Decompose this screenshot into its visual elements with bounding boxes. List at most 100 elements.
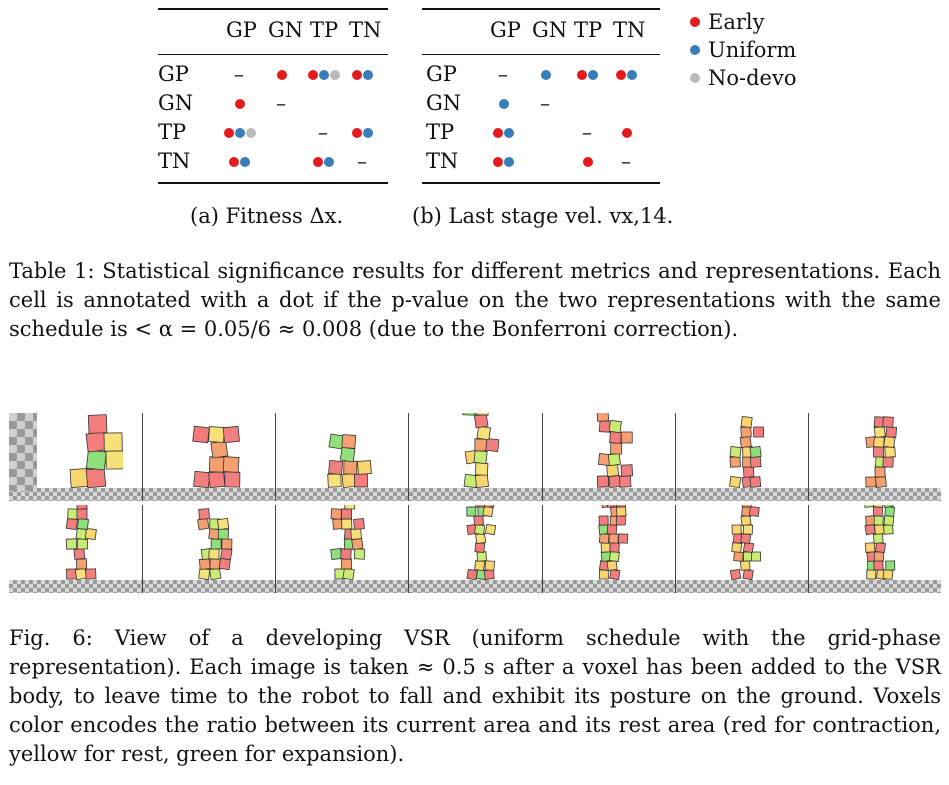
significance-dots [307, 68, 341, 82]
vsr-robot [191, 425, 241, 489]
column-header: GP [490, 18, 521, 42]
table-b-mid-rule [422, 54, 660, 55]
table-a: GP GN TP TN GP – GN – TP – TN – [158, 8, 388, 188]
vsr-robot [864, 479, 896, 581]
significance-dots [352, 68, 374, 82]
figure-frame [408, 479, 542, 593]
legend-label-early: Early [708, 10, 765, 34]
legend-dot-early [690, 17, 700, 27]
vsr-robot [327, 433, 372, 489]
diagonal-dash: – [318, 120, 328, 144]
column-header: GP [226, 18, 257, 42]
dot-uniform [363, 70, 373, 80]
diagonal-dash: – [357, 149, 367, 173]
wall [9, 413, 37, 491]
legend-dot-nodevo [690, 73, 700, 83]
row-header: TP [158, 120, 187, 144]
dot-early [313, 157, 323, 167]
significance-dots [234, 97, 246, 111]
dot-uniform [627, 70, 637, 80]
legend-label-nodevo: No-devo [708, 66, 797, 90]
dot-uniform [504, 157, 514, 167]
dot-uniform [234, 128, 245, 138]
significance-dots [582, 155, 594, 169]
figure-strip-row-2 [9, 452, 942, 593]
diagonal-dash: – [621, 149, 631, 173]
legend-item-early: Early [688, 8, 797, 36]
significance-dots [493, 126, 515, 140]
dot-uniform [504, 128, 514, 138]
diagonal-dash: – [540, 91, 550, 115]
row-header: GP [158, 62, 189, 86]
dot-nodevo [245, 128, 256, 138]
vsr-robot [462, 390, 500, 489]
dot-early [616, 70, 626, 80]
figure-frame [408, 390, 542, 501]
significance-dots [352, 126, 374, 140]
legend-item-uniform: Uniform [688, 36, 797, 64]
vsr-robot [330, 477, 366, 581]
dot-early [307, 70, 318, 80]
row-header: GN [158, 91, 194, 115]
dot-early [352, 128, 362, 138]
dot-uniform [318, 70, 329, 80]
column-header: TP [574, 18, 603, 42]
column-header: TP [310, 18, 339, 42]
row-header: TP [426, 120, 455, 144]
figure-frame [807, 413, 942, 501]
significance-dots [540, 68, 552, 82]
vsr-robot [69, 414, 125, 489]
row-header: TN [426, 149, 459, 173]
dot-uniform [240, 157, 250, 167]
table-b: GP GN TP TN GP – GN – TP – TN – [422, 8, 660, 188]
dot-uniform [324, 157, 334, 167]
vsr-robot [466, 479, 497, 581]
diagonal-dash: – [498, 62, 508, 86]
dot-early [276, 70, 287, 80]
significance-dots [223, 126, 257, 140]
figure-frame [807, 479, 942, 593]
column-header: TN [613, 18, 646, 42]
dot-uniform [540, 70, 551, 80]
figure-frame [275, 413, 409, 501]
significance-dots [577, 68, 599, 82]
table-caption: Table 1: Statistical significance result… [9, 259, 941, 341]
ground [9, 580, 941, 593]
dot-early [223, 128, 234, 138]
row-header: GP [426, 62, 457, 86]
vsr-robot [729, 415, 765, 489]
table-a-caption: (a) Fitness Δx. [190, 204, 344, 228]
ground [9, 488, 941, 501]
column-header: GN [532, 18, 568, 42]
vsr-robot [65, 498, 97, 581]
vsr-robot [865, 416, 898, 488]
legend-label-uniform: Uniform [708, 38, 797, 62]
table-b-top-rule [422, 8, 660, 10]
figure-caption: Fig. 6: View of a developing VSR (unifor… [9, 626, 941, 766]
table-b-bottom-rule [422, 182, 660, 184]
row-header: TN [158, 149, 191, 173]
table-b-caption: (b) Last stage vel. vx,14. [412, 204, 674, 228]
dot-early [229, 157, 239, 167]
dot-early [582, 157, 593, 167]
significance-dots [313, 155, 335, 169]
dot-early [621, 128, 632, 138]
significance-dots [498, 97, 510, 111]
significance-dots [229, 155, 251, 169]
significance-dots [493, 155, 515, 169]
figure-frame [142, 413, 276, 501]
legend-item-nodevo: No-devo [688, 64, 797, 92]
dot-nodevo [329, 70, 340, 80]
legend: Early Uniform No-devo [688, 8, 797, 92]
dot-early [352, 70, 362, 80]
significance-dots [616, 68, 638, 82]
figure-frame [541, 409, 676, 501]
figure-frame [9, 413, 142, 501]
column-header: TN [349, 18, 382, 42]
figure-frame [9, 498, 142, 593]
figure-frame [674, 413, 809, 501]
figure-frame [275, 477, 409, 593]
figure-frame [674, 452, 809, 593]
diagonal-dash: – [582, 120, 592, 144]
dot-early [493, 157, 503, 167]
